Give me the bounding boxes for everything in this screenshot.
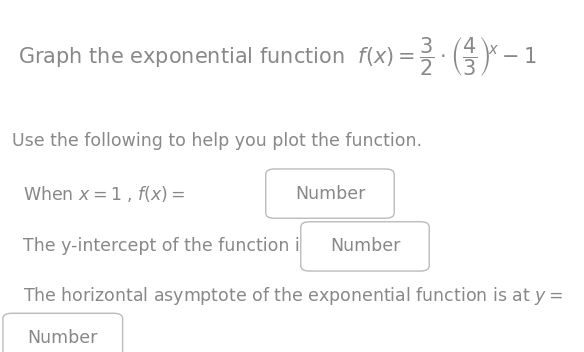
Text: When $x = 1$ , $f(x) =$: When $x = 1$ , $f(x) =$ — [23, 184, 186, 203]
FancyBboxPatch shape — [266, 169, 394, 218]
Text: Number: Number — [330, 237, 400, 256]
Text: Number: Number — [295, 184, 365, 203]
Text: Graph the exponential function  $f(x) = \dfrac{3}{2} \cdot \left(\dfrac{4}{3}\ri: Graph the exponential function $f(x) = \… — [18, 35, 536, 78]
Text: Use the following to help you plot the function.: Use the following to help you plot the f… — [12, 132, 422, 150]
Text: The horizontal asymptote of the exponential function is at $y =$: The horizontal asymptote of the exponent… — [23, 285, 564, 307]
Text: The y-intercept of the function is: The y-intercept of the function is — [23, 237, 310, 256]
FancyBboxPatch shape — [301, 222, 429, 271]
FancyBboxPatch shape — [3, 313, 123, 352]
Text: Number: Number — [27, 329, 98, 347]
